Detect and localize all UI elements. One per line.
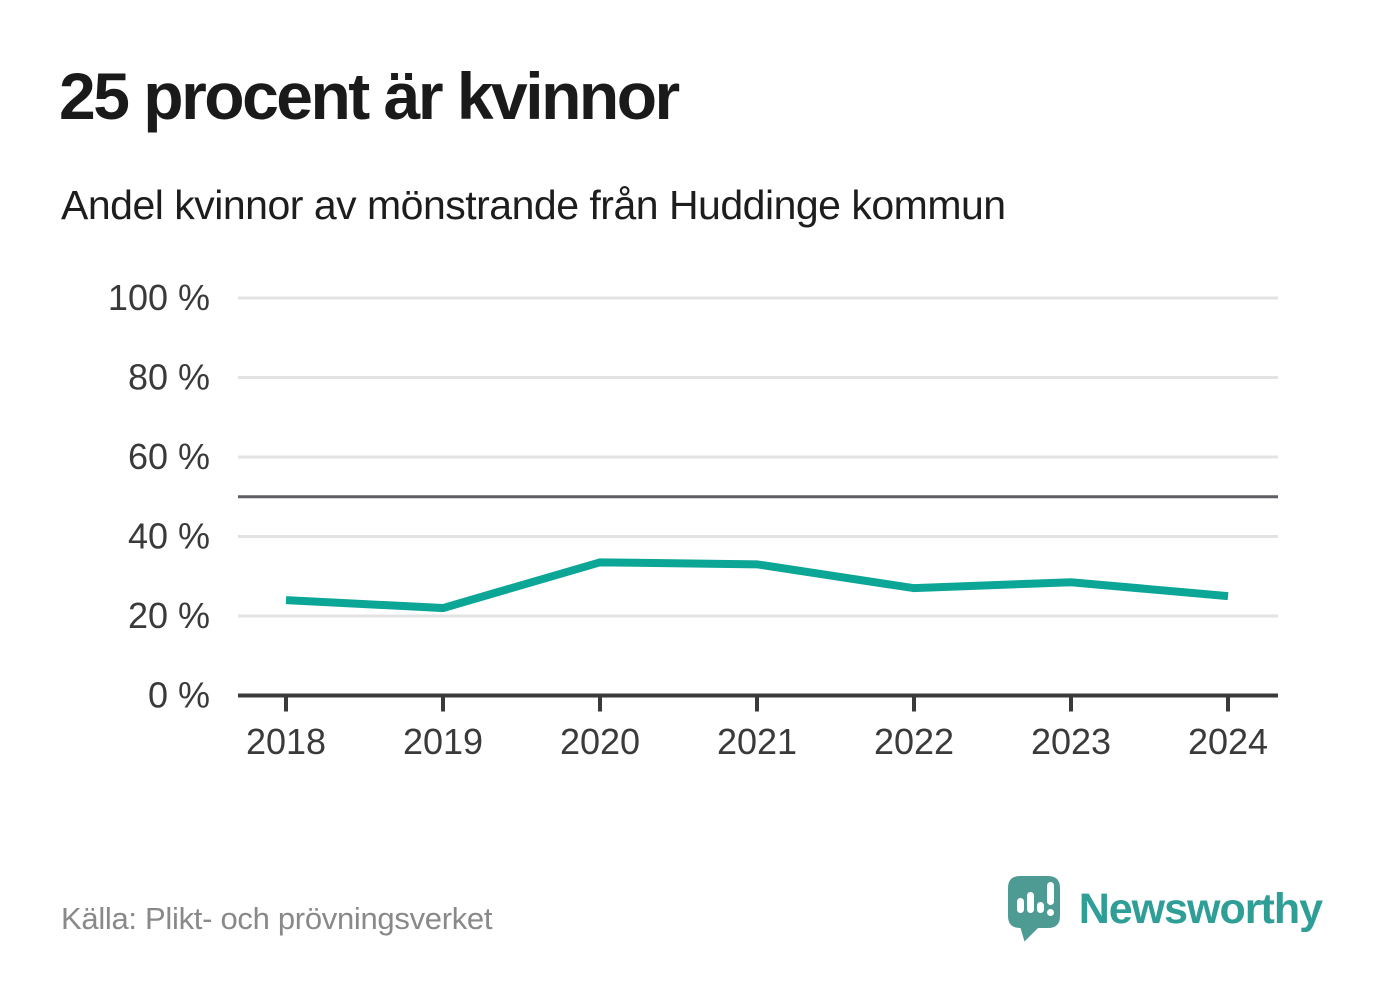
logo-bar-icon	[1036, 902, 1044, 913]
x-tick-label: 2024	[1188, 721, 1268, 762]
y-tick-label: 80 %	[128, 357, 210, 398]
logo-bar-icon	[1026, 892, 1034, 913]
logo-exclamation-dot	[1046, 909, 1054, 916]
brand-footer: Newsworthy	[1007, 876, 1323, 942]
x-tick-label: 2021	[717, 721, 797, 762]
y-tick-label: 20 %	[128, 595, 210, 636]
x-tick-label: 2020	[560, 721, 640, 762]
x-tick-label: 2019	[403, 721, 483, 762]
brand-wordmark: Newsworthy	[1078, 884, 1323, 933]
logo-bar-icon	[1016, 898, 1024, 913]
y-tick-label: 60 %	[128, 436, 210, 477]
x-tick-label: 2023	[1031, 721, 1111, 762]
newsworthy-logo-icon	[1007, 876, 1060, 942]
y-tick-label: 0 %	[148, 675, 210, 716]
x-tick-label: 2022	[874, 721, 954, 762]
data-line	[285, 558, 1229, 613]
y-tick-label: 40 %	[128, 516, 210, 557]
chart-subtitle: Andel kvinnor av mönstrande från Hudding…	[61, 182, 1006, 228]
chart-title: 25 procent är kvinnor	[59, 59, 680, 133]
y-tick-label: 100 %	[108, 277, 210, 318]
source-note: Källa: Plikt- och prövningsverket	[61, 901, 493, 936]
x-tick-label: 2018	[246, 721, 326, 762]
logo-exclamation-icon	[1046, 882, 1054, 905]
